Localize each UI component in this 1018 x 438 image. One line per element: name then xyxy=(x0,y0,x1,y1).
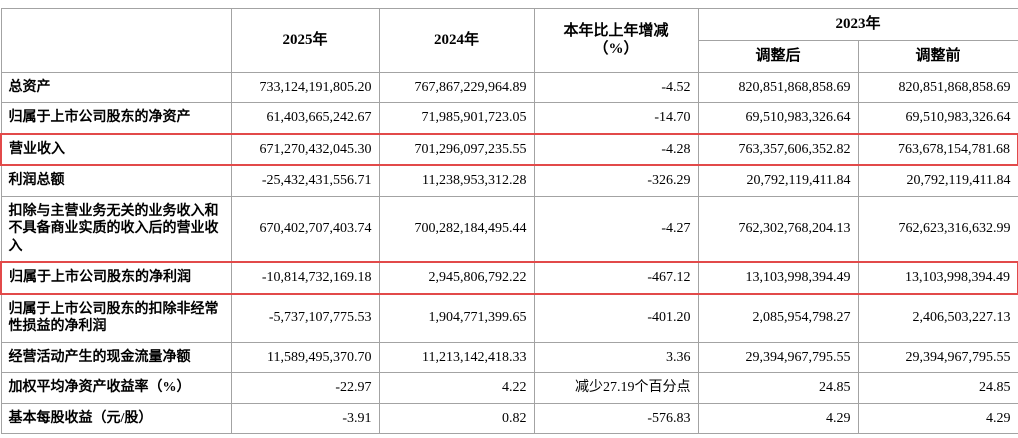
cell-2025: 61,403,665,242.67 xyxy=(230,102,380,134)
cell-change: -326.29 xyxy=(533,164,699,197)
cell-2024: 0.82 xyxy=(378,402,535,434)
cell-2024: 1,904,771,399.65 xyxy=(378,293,535,343)
row-label: 归属于上市公司股东的扣除非经常性损益的净利润 xyxy=(0,293,232,343)
cell-2025: 733,124,191,805.20 xyxy=(230,71,380,103)
table-row-operating-cash-flow: 经营活动产生的现金流量净额 11,589,495,370.70 11,213,1… xyxy=(0,341,1018,373)
header-year-2024: 2024年 xyxy=(378,8,535,73)
cell-2023-adjusted-before: 20,792,119,411.84 xyxy=(857,164,1018,197)
row-label: 经营活动产生的现金流量净额 xyxy=(0,341,232,373)
cell-2023-adjusted-before: 24.85 xyxy=(857,372,1018,404)
cell-change: -4.27 xyxy=(533,195,699,263)
cell-2025: -3.91 xyxy=(230,402,380,434)
cell-2023-adjusted-after: 69,510,983,326.64 xyxy=(697,102,859,134)
cell-2024: 767,867,229,964.89 xyxy=(378,71,535,103)
cell-2023-adjusted-after: 13,103,998,394.49 xyxy=(697,261,859,295)
header-adjusted-after: 调整后 xyxy=(697,39,859,73)
row-label: 基本每股收益（元/股） xyxy=(0,402,232,434)
cell-2023-adjusted-before: 762,623,316,632.99 xyxy=(857,195,1018,263)
cell-2025: -22.97 xyxy=(230,372,380,404)
financial-summary-table: 2025年 2024年 本年比上年增减（%） 2023年 调整后 调整前 总资产… xyxy=(0,8,1018,434)
table-row-basic-eps: 基本每股收益（元/股） -3.91 0.82 -576.83 4.29 4.29 xyxy=(0,402,1018,434)
cell-change: -14.70 xyxy=(533,102,699,134)
cell-2025: 670,402,707,403.74 xyxy=(230,195,380,263)
cell-change: -4.52 xyxy=(533,71,699,103)
cell-change: 减少27.19个百分点 xyxy=(533,372,699,404)
cell-2023-adjusted-after: 24.85 xyxy=(697,372,859,404)
cell-2024: 11,238,953,312.28 xyxy=(378,164,535,197)
cell-2025: 11,589,495,370.70 xyxy=(230,341,380,373)
cell-2023-adjusted-before: 13,103,998,394.49 xyxy=(857,261,1018,295)
header-row-top: 2025年 2024年 本年比上年增减（%） 2023年 xyxy=(0,8,1018,73)
cell-2024: 4.22 xyxy=(378,372,535,404)
cell-2025: -10,814,732,169.18 xyxy=(230,261,380,295)
row-label: 营业收入 xyxy=(0,132,232,166)
cell-2023-adjusted-before: 69,510,983,326.64 xyxy=(857,102,1018,134)
cell-2023-adjusted-before: 4.29 xyxy=(857,402,1018,434)
cell-2023-adjusted-after: 20,792,119,411.84 xyxy=(697,164,859,197)
cell-2023-adjusted-after: 4.29 xyxy=(697,402,859,434)
cell-2023-adjusted-after: 2,085,954,798.27 xyxy=(697,293,859,343)
cell-2024: 701,296,097,235.55 xyxy=(378,132,535,166)
table-row-total-assets: 总资产 733,124,191,805.20 767,867,229,964.8… xyxy=(0,71,1018,103)
cell-change: -401.20 xyxy=(533,293,699,343)
cell-2024: 71,985,901,723.05 xyxy=(378,102,535,134)
cell-change: -576.83 xyxy=(533,402,699,434)
cell-2023-adjusted-before: 29,394,967,795.55 xyxy=(857,341,1018,373)
cell-2025: -25,432,431,556.71 xyxy=(230,164,380,197)
header-year-2025: 2025年 xyxy=(230,8,380,73)
table-row-total-profit: 利润总额 -25,432,431,556.71 11,238,953,312.2… xyxy=(0,164,1018,197)
cell-2023-adjusted-after: 763,357,606,352.82 xyxy=(697,132,859,166)
row-label: 利润总额 xyxy=(0,164,232,197)
cell-change: 3.36 xyxy=(533,341,699,373)
header-adjusted-before: 调整前 xyxy=(857,39,1018,73)
cell-2024: 700,282,184,495.44 xyxy=(378,195,535,263)
cell-2023-adjusted-after: 29,394,967,795.55 xyxy=(697,341,859,373)
table-row-net-profit-excluding-nonrecurring: 归属于上市公司股东的扣除非经常性损益的净利润 -5,737,107,775.53… xyxy=(0,293,1018,343)
table-row-operating-revenue: 营业收入 671,270,432,045.30 701,296,097,235.… xyxy=(0,132,1018,166)
row-label: 加权平均净资产收益率（%） xyxy=(0,372,232,404)
cell-2024: 11,213,142,418.33 xyxy=(378,341,535,373)
row-label: 总资产 xyxy=(0,71,232,103)
header-yoy-change: 本年比上年增减（%） xyxy=(533,8,699,73)
header-row-sub: 调整后 调整前 xyxy=(1,39,1018,73)
header-empty-cell xyxy=(0,8,232,73)
row-label: 归属于上市公司股东的净利润 xyxy=(0,261,232,295)
cell-2023-adjusted-before: 820,851,868,858.69 xyxy=(857,71,1018,103)
cell-change: -467.12 xyxy=(533,261,699,295)
cell-2025: -5,737,107,775.53 xyxy=(230,293,380,343)
row-label: 归属于上市公司股东的净资产 xyxy=(0,102,232,134)
table-row-net-assets: 归属于上市公司股东的净资产 61,403,665,242.67 71,985,9… xyxy=(0,102,1018,134)
cell-2024: 2,945,806,792.22 xyxy=(378,261,535,295)
table-row-weighted-average-roe: 加权平均净资产收益率（%） -22.97 4.22 减少27.19个百分点 24… xyxy=(0,372,1018,404)
cell-2023-adjusted-after: 820,851,868,858.69 xyxy=(697,71,859,103)
table-row-net-profit: 归属于上市公司股东的净利润 -10,814,732,169.18 2,945,8… xyxy=(0,261,1018,295)
table-row-revenue-excluding-non-core: 扣除与主营业务无关的业务收入和不具备商业实质的收入后的营业收入 670,402,… xyxy=(0,195,1018,263)
cell-2023-adjusted-before: 2,406,503,227.13 xyxy=(857,293,1018,343)
cell-2023-adjusted-before: 763,678,154,781.68 xyxy=(857,132,1018,166)
header-year-2023: 2023年 xyxy=(697,8,1018,41)
row-label: 扣除与主营业务无关的业务收入和不具备商业实质的收入后的营业收入 xyxy=(0,195,232,263)
cell-change: -4.28 xyxy=(533,132,699,166)
cell-2023-adjusted-after: 762,302,768,204.13 xyxy=(697,195,859,263)
cell-2025: 671,270,432,045.30 xyxy=(230,132,380,166)
